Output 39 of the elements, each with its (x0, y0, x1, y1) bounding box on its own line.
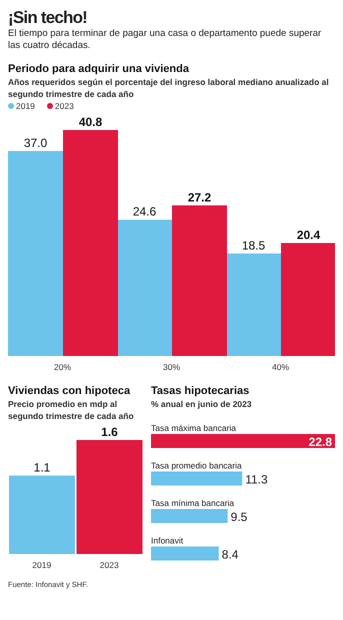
data-label: 22.8 (308, 435, 332, 449)
x-tick-label: 30% (162, 362, 180, 372)
data-label: 27.2 (188, 190, 212, 204)
bar (281, 243, 335, 356)
data-label: 37.0 (24, 136, 48, 150)
legend-label: 2023 (54, 101, 74, 111)
bar (63, 130, 118, 356)
data-label: 1.1 (34, 460, 51, 475)
data-label: 24.6 (132, 204, 156, 219)
bar (117, 220, 172, 356)
bar (151, 509, 228, 523)
bar (151, 434, 335, 448)
data-label: 9.5 (230, 510, 248, 524)
bar (151, 472, 242, 486)
chart-title: Periodo para adquirir una vivienda (8, 62, 190, 76)
data-label: 11.3 (245, 472, 268, 486)
chart-subtitle: Años requeridos según el porcentaje del ingreso laboral mediano anualizado al segundo trimestre de cada año (8, 76, 330, 100)
data-label: 1.6 (101, 425, 118, 439)
y-tick-label: Tasa máxima bancaria (151, 423, 236, 433)
x-tick-label: 40% (272, 362, 290, 372)
data-label: 8.4 (222, 548, 239, 562)
y-tick-label: Infonavit (151, 536, 184, 546)
chart-subtitle: % anual en junio de 2023 (151, 398, 253, 410)
chart-title: Viviendas con hipoteca (8, 384, 132, 398)
y-tick-label: Tasa mínima bancaria (151, 498, 234, 508)
chart-subtitle: Precio promedio en mdp al segundo trimestre de cada año (8, 398, 135, 422)
bar (172, 205, 227, 356)
bar (8, 151, 63, 356)
chart-title: Tasas hipotecarias (151, 384, 250, 398)
data-label: 40.8 (78, 115, 102, 129)
text: El tiempo para terminar de pagar una casa o departamento puede superar las cuatro décadas. (8, 28, 322, 52)
y-tick-label: Tasa promedio bancaria (151, 460, 242, 470)
data-label: 20.4 (296, 228, 320, 242)
legend-label: 2019 (15, 101, 35, 111)
bar (226, 254, 281, 356)
text: ¡Sin techo! (8, 8, 88, 28)
x-tick-label: 20% (54, 362, 72, 372)
bar (151, 546, 219, 560)
data-label: 18.5 (242, 238, 266, 253)
